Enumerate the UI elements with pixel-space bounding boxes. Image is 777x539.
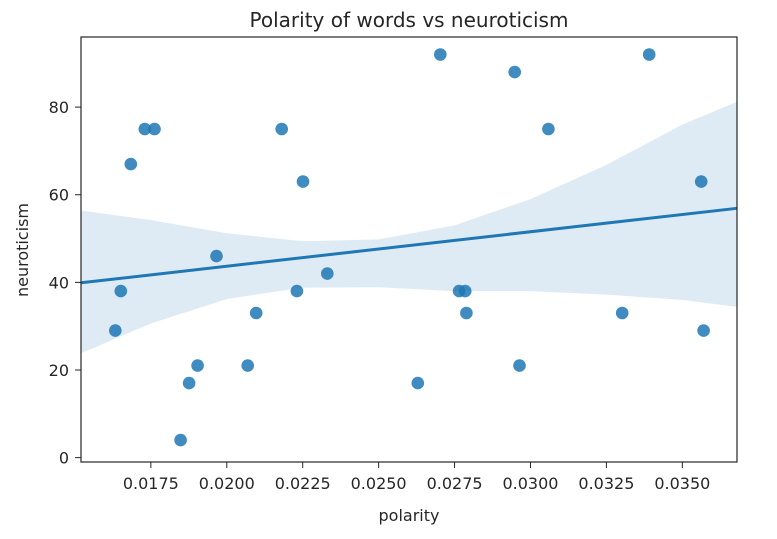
data-point bbox=[697, 324, 710, 337]
x-tick-label: 0.0225 bbox=[275, 474, 331, 493]
confidence-band-layer bbox=[81, 101, 737, 354]
data-point bbox=[210, 249, 223, 263]
data-point bbox=[508, 65, 521, 79]
data-point bbox=[114, 284, 128, 298]
data-point bbox=[411, 376, 425, 390]
plot-area-frame bbox=[80, 36, 738, 463]
x-tick-label: 0.0275 bbox=[427, 474, 483, 493]
x-tick-label: 0.0325 bbox=[578, 474, 634, 493]
data-point bbox=[191, 359, 204, 372]
y-tick-label: 20 bbox=[49, 361, 69, 380]
x-tick-label: 0.0350 bbox=[654, 474, 710, 493]
data-point bbox=[642, 48, 656, 61]
data-point bbox=[542, 122, 555, 136]
y-tick-label: 60 bbox=[49, 186, 69, 205]
data-point bbox=[513, 359, 526, 372]
data-point bbox=[124, 157, 138, 171]
x-axis-ticks: 0.0175 0.0200 0.0225 0.0250 0.0275 0.0300 0.03… bbox=[123, 462, 710, 493]
data-point bbox=[296, 175, 310, 188]
data-point bbox=[241, 359, 254, 372]
chart-title: Polarity of words vs neuroticism bbox=[250, 8, 569, 32]
x-tick-label: 0.0200 bbox=[199, 474, 255, 493]
data-point bbox=[321, 267, 334, 280]
confidence-band bbox=[81, 101, 737, 354]
x-tick-label: 0.0175 bbox=[123, 474, 179, 493]
regression-line-layer bbox=[80, 206, 738, 285]
y-tick-label: 80 bbox=[49, 98, 69, 117]
data-point bbox=[460, 306, 473, 320]
y-axis-ticks: 0 20 40 60 80 bbox=[49, 98, 81, 468]
y-axis-label: neuroticism bbox=[13, 203, 32, 297]
data-point bbox=[615, 306, 629, 320]
x-tick-label: 0.0300 bbox=[502, 474, 558, 493]
x-tick-label: 0.0250 bbox=[351, 474, 407, 493]
regression-line bbox=[80, 206, 738, 285]
x-axis-label: polarity bbox=[379, 506, 440, 525]
data-point bbox=[174, 433, 187, 447]
data-point bbox=[109, 324, 122, 337]
data-point bbox=[694, 175, 708, 188]
data-point bbox=[148, 122, 161, 136]
data-point bbox=[249, 306, 263, 320]
y-tick-label: 40 bbox=[49, 273, 69, 292]
data-point bbox=[434, 48, 447, 61]
data-point bbox=[275, 122, 289, 136]
data-point bbox=[458, 284, 472, 298]
data-point bbox=[138, 122, 152, 136]
points-layer bbox=[109, 48, 710, 447]
data-point bbox=[182, 376, 196, 390]
data-point bbox=[290, 284, 304, 298]
y-tick-label: 0 bbox=[59, 449, 69, 468]
